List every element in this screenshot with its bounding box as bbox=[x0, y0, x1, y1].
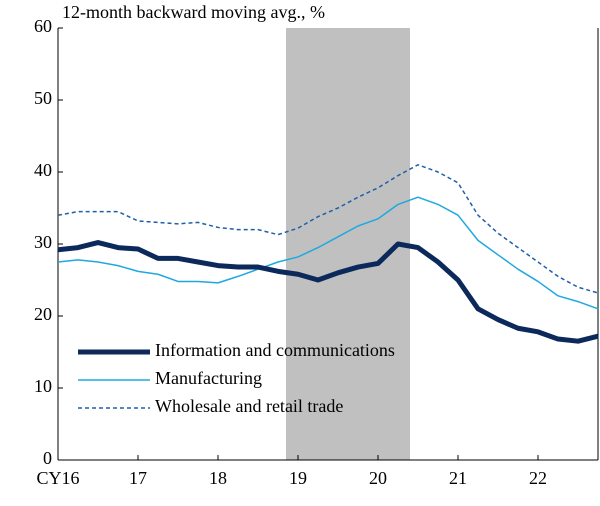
y-tick-label: 0 bbox=[43, 448, 52, 468]
y-tick-label: 40 bbox=[34, 160, 52, 180]
x-tick-label: 22 bbox=[529, 468, 547, 488]
series-line bbox=[57, 196, 599, 310]
y-tick-label: 10 bbox=[34, 376, 52, 396]
legend-label: Manufacturing bbox=[155, 368, 262, 388]
x-tick-label: CY16 bbox=[36, 468, 79, 488]
legend-label: Wholesale and retail trade bbox=[155, 396, 343, 416]
x-tick-label: 20 bbox=[369, 468, 387, 488]
y-tick-label: 20 bbox=[34, 304, 52, 324]
y-tick-label: 50 bbox=[34, 88, 52, 108]
shaded-region bbox=[286, 28, 410, 460]
x-tick-label: 18 bbox=[209, 468, 227, 488]
series-line bbox=[57, 240, 599, 344]
legend-label: Information and communications bbox=[155, 340, 395, 360]
x-tick-label: 17 bbox=[129, 468, 147, 488]
y-tick-label: 60 bbox=[34, 16, 52, 36]
x-tick-label: 21 bbox=[449, 468, 467, 488]
y-tick-label: 30 bbox=[34, 232, 52, 252]
x-tick-label: 19 bbox=[289, 468, 307, 488]
series-line bbox=[57, 164, 599, 294]
y-axis-label: 12-month backward moving avg., % bbox=[62, 2, 325, 22]
